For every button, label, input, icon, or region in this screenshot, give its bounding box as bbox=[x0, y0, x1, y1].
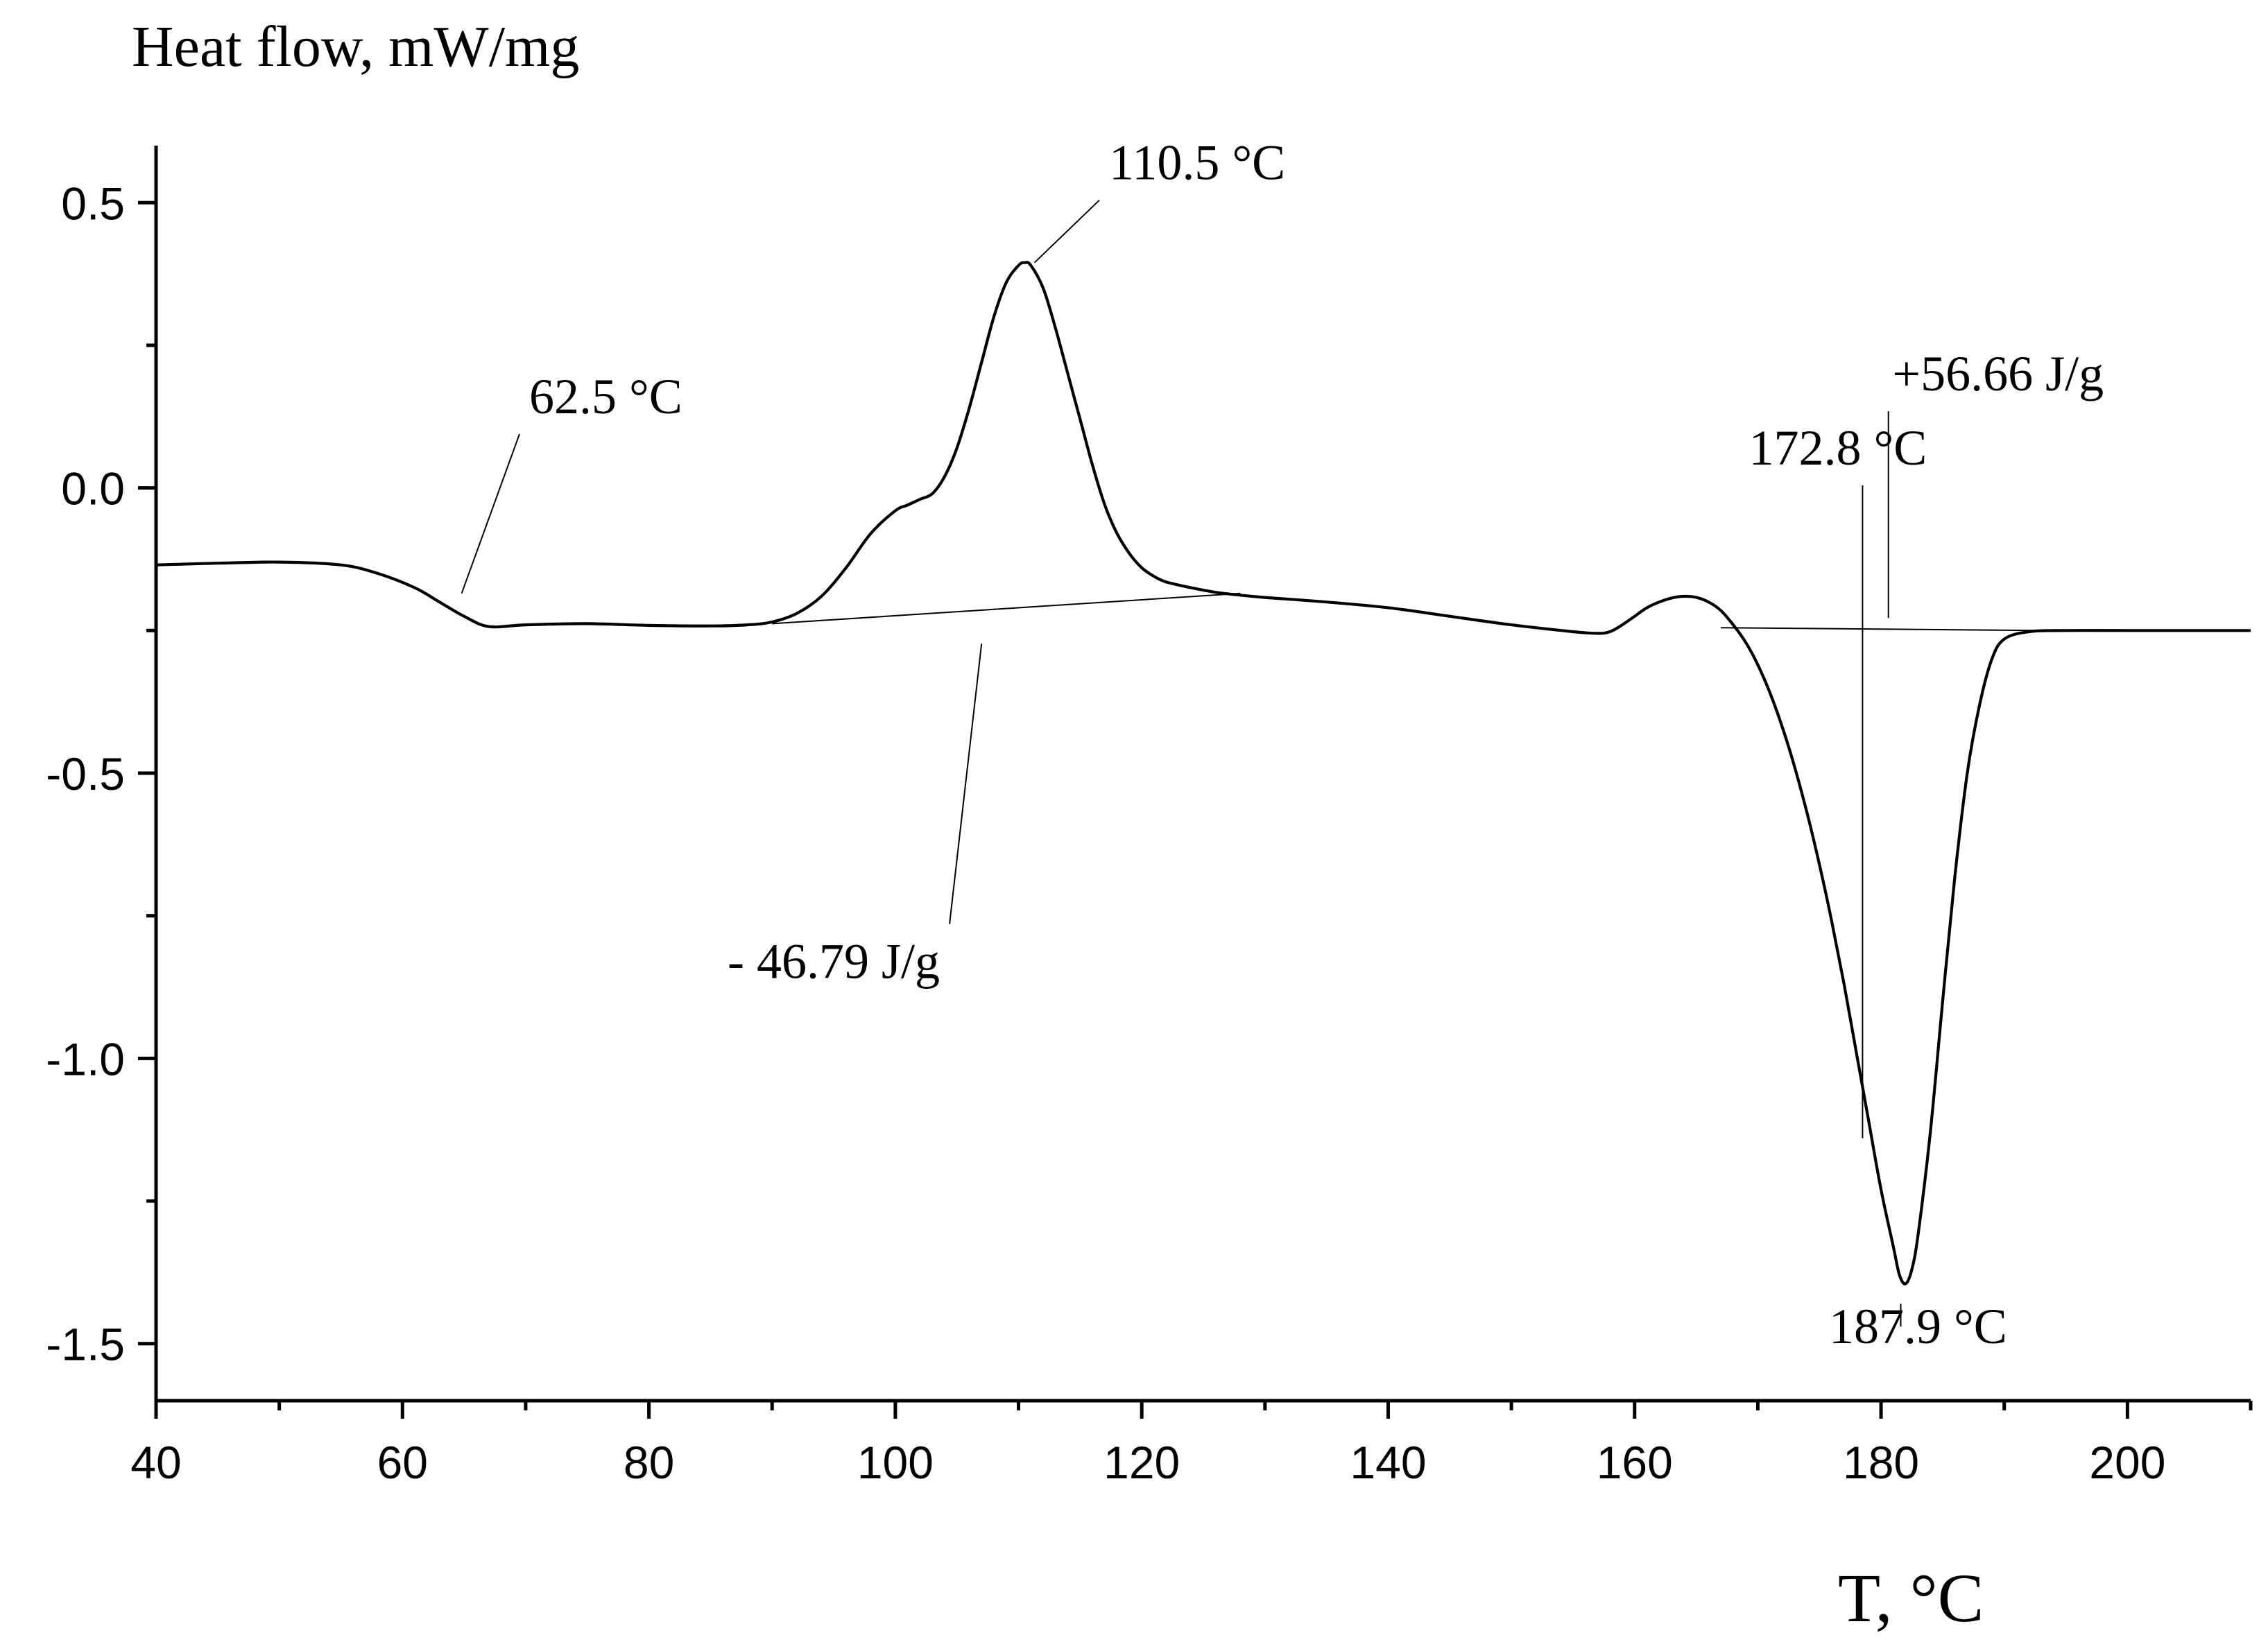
ticks: 40 60 80 100 120 140 160 180 200 0.5 0.0 -0.5 -1.0 -1… bbox=[46, 178, 2253, 1488]
x-axis-label: T, °C bbox=[1838, 1559, 1984, 1636]
y-tick-label: -1.5 bbox=[46, 1319, 125, 1370]
annotation-label: +56.66 J/g bbox=[1893, 346, 2104, 401]
dsc-curve-line bbox=[155, 261, 2251, 1286]
x-tick-label: 140 bbox=[1350, 1437, 1426, 1488]
series-group bbox=[155, 261, 2251, 1286]
annotation-label: 110.5 °C bbox=[1109, 135, 1285, 191]
annotations: 62.5 °C 110.5 °C - 46.79 J/g 172.8 °C +56.66… bbox=[461, 135, 2104, 1354]
y-axis-label: Heat flow, mW/mg bbox=[132, 15, 579, 79]
y-tick-label: -0.5 bbox=[46, 748, 125, 800]
annotation-leader-line bbox=[461, 433, 520, 594]
annotation-label: 62.5 °C bbox=[529, 369, 682, 424]
y-tick-label: -1.0 bbox=[46, 1033, 125, 1084]
x-tick-label: 40 bbox=[130, 1437, 181, 1488]
x-tick-label: 180 bbox=[1843, 1437, 1919, 1488]
x-tick-label: 80 bbox=[624, 1437, 674, 1488]
y-tick-label: 0.0 bbox=[61, 463, 125, 515]
x-tick-label: 200 bbox=[2089, 1437, 2165, 1488]
y-tick-label: 0.5 bbox=[61, 178, 125, 229]
annotation-label: 172.8 °C bbox=[1749, 420, 1927, 476]
annotation-label: 187.9 °C bbox=[1829, 1299, 2007, 1354]
x-tick-label: 120 bbox=[1103, 1437, 1180, 1488]
x-tick-label: 160 bbox=[1597, 1437, 1673, 1488]
x-tick-label: 60 bbox=[377, 1437, 428, 1488]
annotation-leader-line bbox=[949, 643, 983, 924]
baseline-line-2 bbox=[1721, 627, 2042, 632]
baseline-line-1 bbox=[772, 592, 1241, 625]
annotation-leader-line bbox=[1033, 199, 1100, 263]
x-tick-label: 100 bbox=[857, 1437, 934, 1488]
annotation-label: - 46.79 J/g bbox=[728, 934, 940, 989]
axes bbox=[154, 146, 2251, 1403]
